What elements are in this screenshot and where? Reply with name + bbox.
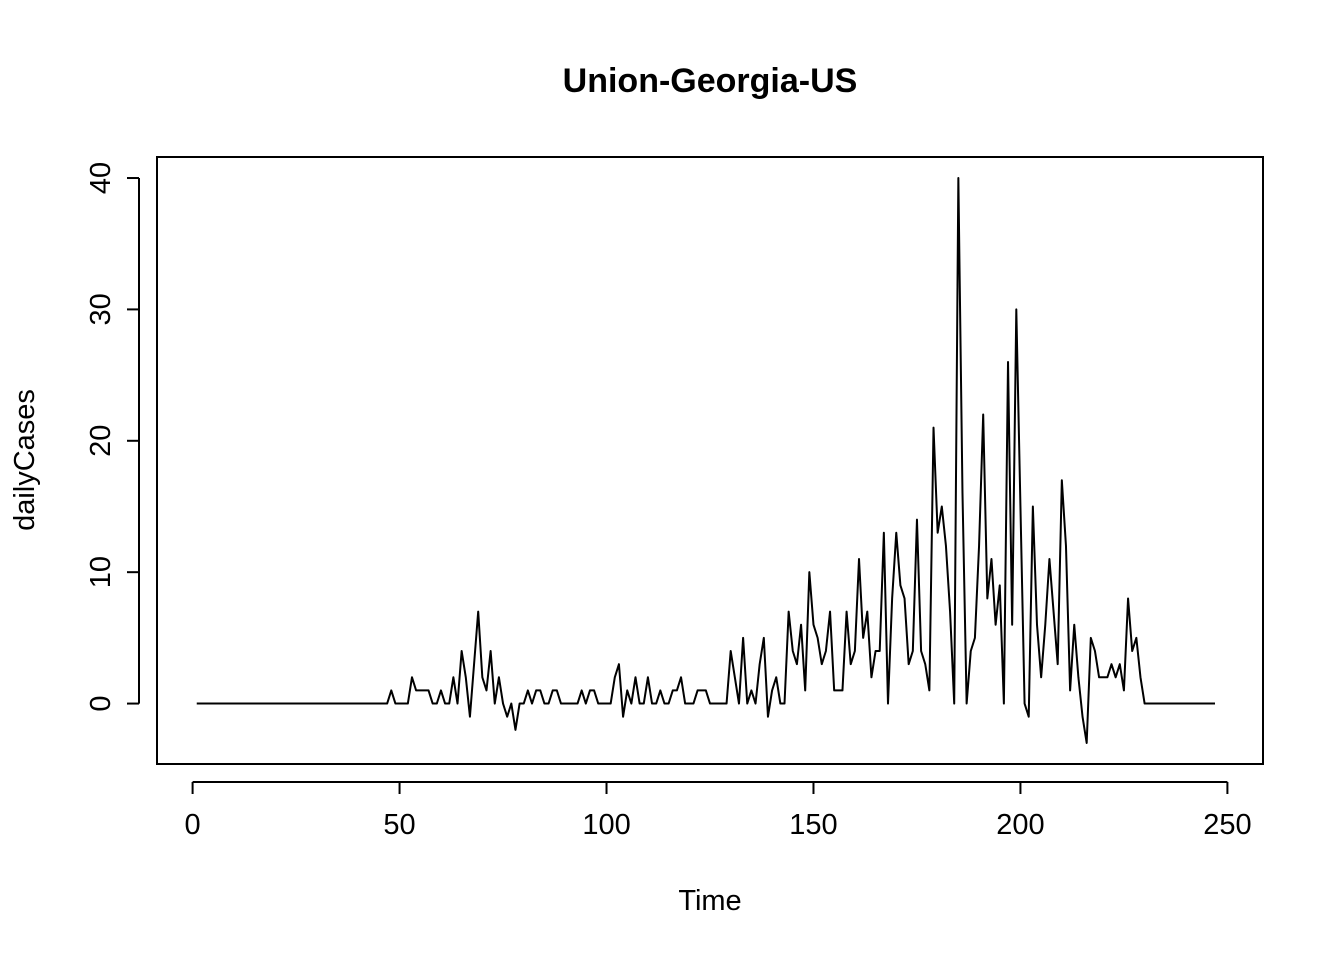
y-axis: 0 10 20 30 40 (85, 162, 140, 712)
series-line (196, 177, 1215, 744)
x-tick-label: 0 (185, 809, 201, 841)
y-axis-label: dailyCases (9, 389, 41, 531)
y-tick-label: 40 (85, 162, 117, 194)
chart-title: Union-Georgia-US (563, 62, 858, 100)
y-tick-label: 30 (85, 293, 117, 325)
x-axis-label: Time (678, 885, 741, 917)
x-tick-label: 50 (383, 809, 415, 841)
plot-area-border (156, 156, 1264, 765)
x-tick-label: 150 (789, 809, 837, 841)
y-tick-label: 10 (85, 556, 117, 588)
x-tick-label: 250 (1203, 809, 1251, 841)
x-axis: 0 50 100 150 200 250 (185, 781, 1252, 841)
y-tick-label: 20 (85, 425, 117, 457)
x-tick-label: 100 (582, 809, 630, 841)
x-tick-label: 200 (996, 809, 1044, 841)
y-tick-label: 0 (85, 695, 117, 711)
